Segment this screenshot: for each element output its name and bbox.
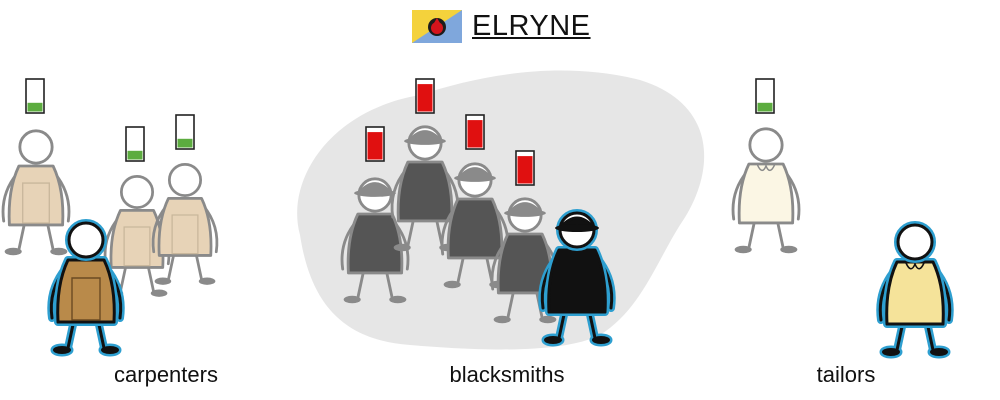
blacksmith-meter [465,114,485,150]
blacksmith-figure[interactable] [440,162,510,289]
carpenter-meter [175,114,195,150]
carpenter-figure[interactable] [151,162,219,285]
citizen-figures [1,125,954,359]
tailor-figure[interactable] [731,127,801,254]
blacksmith-figure[interactable] [490,197,560,324]
blacksmiths-area-highlight [297,70,705,350]
header: ELRYNE [412,8,591,44]
blacksmith-figure[interactable] [340,177,410,304]
carpenter-meter [125,126,145,162]
blacksmith-meter [415,78,435,114]
blacksmith-meter [365,126,385,162]
group-label-tailors[interactable]: tailors [816,362,876,387]
blacksmith-meter [515,150,535,186]
carpenter-figure[interactable] [1,129,71,256]
tailor-meter [755,78,775,114]
faction-title: ELRYNE [472,9,591,42]
group-label-blacksmiths[interactable]: blacksmiths [449,362,565,387]
status-meters [25,78,775,186]
elryne-flag-icon [412,9,462,43]
carpenter-meter [25,78,45,114]
group-label-carpenters[interactable]: carpenters [114,362,218,387]
selected-tailor-figure[interactable] [876,221,954,359]
selected-blacksmith-figure[interactable] [538,209,616,347]
selected-carpenter-figure[interactable] [47,219,125,357]
